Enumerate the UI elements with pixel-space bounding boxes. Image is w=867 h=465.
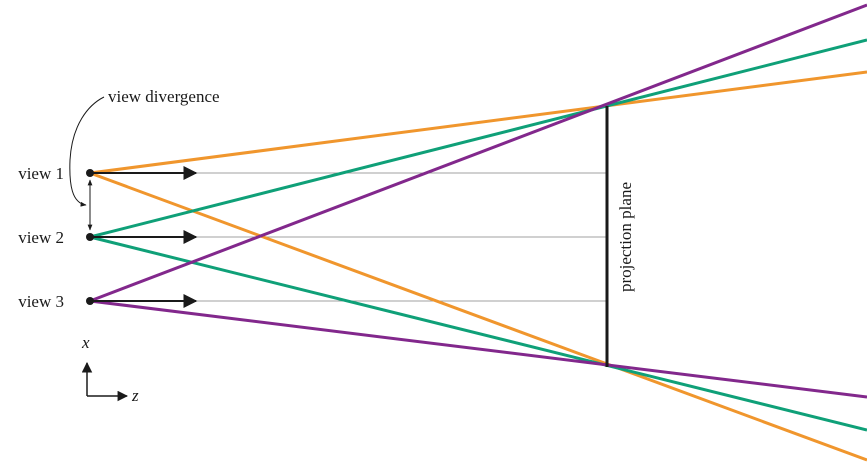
coordinate-axes (81, 361, 129, 402)
view2-label: view 2 (18, 228, 64, 247)
view2-point (86, 233, 94, 241)
view3-upper-ray (89, 3, 867, 303)
projection-plane-label: projection plane (616, 182, 635, 292)
view2-upper-ray (89, 38, 867, 239)
view1-point (86, 169, 94, 177)
view3-point (86, 297, 94, 305)
view1-label: view 1 (18, 164, 64, 183)
view1-lower-ray (89, 171, 867, 462)
x-axis-label: x (81, 333, 90, 352)
view-divergence-label: view divergence (108, 87, 220, 106)
view-divergence-leader (69, 96, 105, 207)
view3-label: view 3 (18, 292, 64, 311)
view-direction-arrows (90, 166, 198, 308)
z-axis-label: z (131, 386, 139, 405)
view3-lower-ray (89, 299, 867, 399)
view2-lower-ray (89, 235, 867, 432)
view1-upper-ray (89, 70, 867, 175)
view-frustum-rays (89, 3, 867, 462)
